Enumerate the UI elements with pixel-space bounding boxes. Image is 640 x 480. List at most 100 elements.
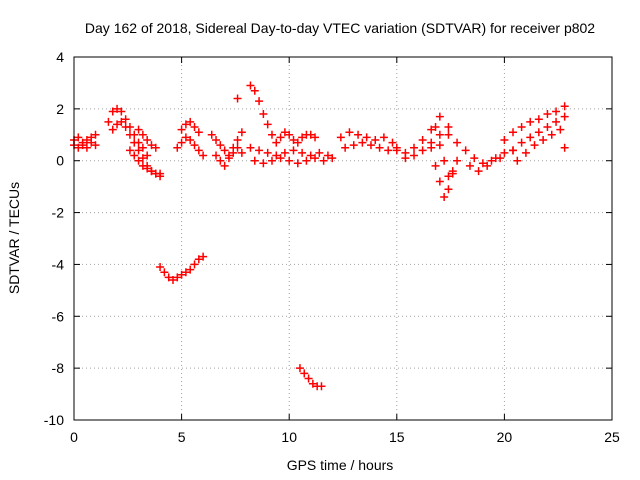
data-point (272, 138, 281, 147)
data-point (138, 130, 147, 139)
data-point (410, 151, 419, 160)
data-point (276, 154, 285, 163)
x-tick-label: 25 (604, 429, 620, 445)
data-point (526, 133, 535, 142)
data-point (177, 270, 186, 279)
data-point (470, 154, 479, 163)
data-point (517, 138, 526, 147)
data-point (113, 104, 122, 113)
data-point (246, 143, 255, 152)
data-point (108, 125, 117, 134)
data-point (560, 102, 569, 111)
data-point (444, 172, 453, 181)
data-point (384, 146, 393, 155)
data-point (272, 151, 281, 160)
data-point (448, 167, 457, 176)
data-point (121, 115, 130, 124)
data-point (91, 130, 100, 139)
data-point (186, 117, 195, 126)
data-point (168, 275, 177, 284)
x-axis-label: GPS time / hours (287, 457, 394, 473)
data-point (349, 141, 358, 150)
data-point (317, 382, 326, 391)
data-point (130, 138, 139, 147)
data-point (177, 125, 186, 134)
data-point (267, 156, 276, 165)
plot-frame (73, 56, 613, 421)
data-point (143, 164, 152, 173)
data-point (138, 161, 147, 170)
data-point (143, 151, 152, 160)
data-point (371, 135, 380, 144)
data-point (237, 128, 246, 137)
data-point (534, 128, 543, 137)
data-point (164, 273, 173, 282)
data-point (280, 128, 289, 137)
y-tick-label: -6 (52, 308, 65, 324)
x-tick-label: 10 (281, 429, 297, 445)
data-point (491, 154, 500, 163)
data-point (323, 151, 332, 160)
data-point (440, 193, 449, 202)
data-point (509, 128, 518, 137)
data-point (143, 135, 152, 144)
data-point (444, 185, 453, 194)
data-point (156, 169, 165, 178)
data-point (199, 151, 208, 160)
data-point (552, 117, 561, 126)
data-point (147, 141, 156, 150)
data-point (190, 260, 199, 269)
data-point (560, 112, 569, 121)
data-point (366, 141, 375, 150)
data-point (190, 123, 199, 132)
data-point (285, 130, 294, 139)
data-point (255, 97, 264, 106)
data-point (194, 146, 203, 155)
data-point (539, 135, 548, 144)
data-point (293, 138, 302, 147)
data-point (276, 133, 285, 142)
data-point (418, 135, 427, 144)
data-point (341, 143, 350, 152)
data-point (250, 156, 259, 165)
data-point (117, 107, 126, 116)
data-point (78, 141, 87, 150)
data-point (220, 146, 229, 155)
data-point (362, 133, 371, 142)
data-point (500, 148, 509, 157)
data-point (186, 265, 195, 274)
data-point (190, 141, 199, 150)
data-point (263, 148, 272, 157)
data-point (147, 167, 156, 176)
data-point (194, 128, 203, 137)
data-point (435, 177, 444, 186)
data-point (509, 146, 518, 155)
data-point (74, 133, 83, 142)
data-point (233, 94, 242, 103)
chart-title: Day 162 of 2018, Sidereal Day-to-day VTE… (85, 20, 595, 36)
data-point (336, 133, 345, 142)
data-point (552, 107, 561, 116)
data-point (530, 141, 539, 150)
grid-lines (74, 57, 612, 420)
data-point (534, 115, 543, 124)
x-tick-label: 15 (389, 429, 405, 445)
data-point (513, 156, 522, 165)
data-point (431, 161, 440, 170)
data-point (521, 148, 530, 157)
data-point (267, 130, 276, 139)
y-tick-label: 0 (56, 153, 64, 169)
data-point (392, 146, 401, 155)
data-point (125, 130, 134, 139)
data-point (328, 154, 337, 163)
data-point (427, 143, 436, 152)
data-point (435, 141, 444, 150)
data-point (461, 146, 470, 155)
data-point (113, 120, 122, 129)
x-tick-label: 5 (178, 429, 186, 445)
data-point (478, 159, 487, 168)
data-point (134, 156, 143, 165)
data-point (410, 143, 419, 152)
data-point (216, 156, 225, 165)
data-point (444, 130, 453, 139)
